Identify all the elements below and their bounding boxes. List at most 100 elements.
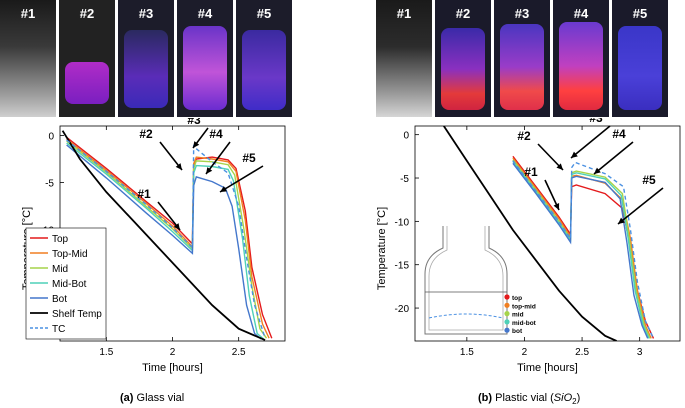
sensor-dot [504,319,510,325]
tc-probe [428,313,504,319]
y-axis-label: Temperature [°C] [376,207,388,290]
series-line-mid-bot [512,161,650,339]
series-line-mid-bot [66,142,265,340]
y-tick-label: 0 [48,131,54,142]
x-tick-label: 2 [522,347,528,358]
frame-label: #2 [455,6,471,21]
annotation-arrowhead [175,163,182,170]
sensor-dot [504,311,510,317]
thermal-strip-glass: #1 #2 #3 #4 #5 [0,0,292,117]
series-line-shelf-temp [443,126,617,341]
legend-label: Top-Mid [52,249,88,260]
annotation-label: #1 [137,187,151,201]
sensor-dot [504,294,510,300]
annotation-label: #2 [517,129,531,143]
sensor-dot [504,302,510,308]
legend-label: TC [52,324,65,335]
caption-b-text: Plastic vial ( [495,392,554,404]
caption-a-label: (a) [120,392,134,404]
caption-a: (a) Glass vial [120,392,184,404]
x-tick-label: 3 [637,347,643,358]
x-axis-label: Time [hours] [142,362,203,374]
annotation-label: #4 [612,127,626,141]
thermal-frame: #5 [612,0,668,117]
annotation-arrow [219,165,264,193]
thermal-frame: #5 [236,0,292,117]
thermal-frame: #3 [494,0,550,117]
y-tick-label: -10 [395,217,410,228]
series-line-bot [512,162,649,339]
x-axis-label: Time [hours] [517,362,578,374]
caption-b-close: ) [576,392,581,404]
sensor-label: mid-bot [512,320,537,327]
annotation-arrowhead [193,141,200,148]
annotation-label: #3 [187,118,201,127]
frame-label: #1 [396,6,412,21]
sensor-label: mid [512,312,524,319]
annotation-arrow [205,141,231,175]
thermal-strip-plastic: #1 #2 #3 #4 #5 [376,0,668,117]
frame-label: #1 [20,6,36,21]
frame-label: #5 [256,6,272,21]
sensor-label: top [512,295,522,302]
vial-outline [424,226,508,335]
y-tick-label: -20 [395,304,410,315]
caption-b-formula: SiO [553,392,573,404]
annotation-arrowhead [553,203,560,210]
sensor-label: bot [512,328,523,335]
thermal-frame: #2 [435,0,491,117]
y-tick-label: 0 [403,131,409,142]
annotation-label: #5 [242,151,256,165]
legend-label: Mid-Bot [52,279,87,290]
plot-area [414,125,681,342]
legend-label: Top [52,234,69,245]
caption-b-sub: 2 [572,397,577,407]
vial-inner-outline [428,226,504,331]
annotation-label: #1 [524,165,538,179]
series-line-top-mid [66,138,270,339]
x-tick-label: 2.5 [232,347,246,358]
frame-label: #4 [573,6,589,21]
sensor-dot [504,327,510,333]
legend-label: Bot [52,294,67,305]
annotation-label: #4 [209,127,223,141]
y-tick-label: -5 [45,179,54,190]
y-tick-label: -15 [395,261,410,272]
thermal-frame: #1 [0,0,56,117]
caption-a-text: Glass vial [136,392,185,404]
legend-label: Mid [52,264,68,275]
frame-label: #4 [197,6,213,21]
annotation-arrowhead [206,167,213,174]
x-tick-label: 2.5 [575,347,589,358]
frame-label: #2 [79,6,95,21]
annotation-arrowhead [556,163,563,170]
y-tick-label: -5 [400,174,409,185]
frame-label: #3 [514,6,530,21]
x-tick-label: 2 [170,347,176,358]
annotation-arrowhead [220,186,227,192]
annotation-label: #3 [589,118,603,125]
thermal-frame: #2 [59,0,115,117]
series-group [443,126,655,341]
frame-label: #3 [138,6,154,21]
caption-b-label: (b) [478,392,493,404]
annotation-arrow [570,125,611,159]
legend-label: Shelf Temp [52,309,102,320]
series-group [61,130,273,341]
thermal-frame: #1 [376,0,432,117]
sensor-label: top-mid [512,303,536,310]
series-line-mid [512,159,651,339]
series-line-mid [66,140,268,339]
thermal-frame: #4 [177,0,233,117]
annotation-label: #5 [642,173,656,187]
annotation-arrowhead [571,151,578,158]
thermal-frame: #4 [553,0,609,117]
frame-label: #5 [632,6,648,21]
series-line-bot [66,144,262,340]
series-line-tc [512,160,655,339]
x-tick-label: 1.5 [460,347,474,358]
annotation-arrowhead [594,167,601,174]
annotation-label: #2 [139,127,153,141]
